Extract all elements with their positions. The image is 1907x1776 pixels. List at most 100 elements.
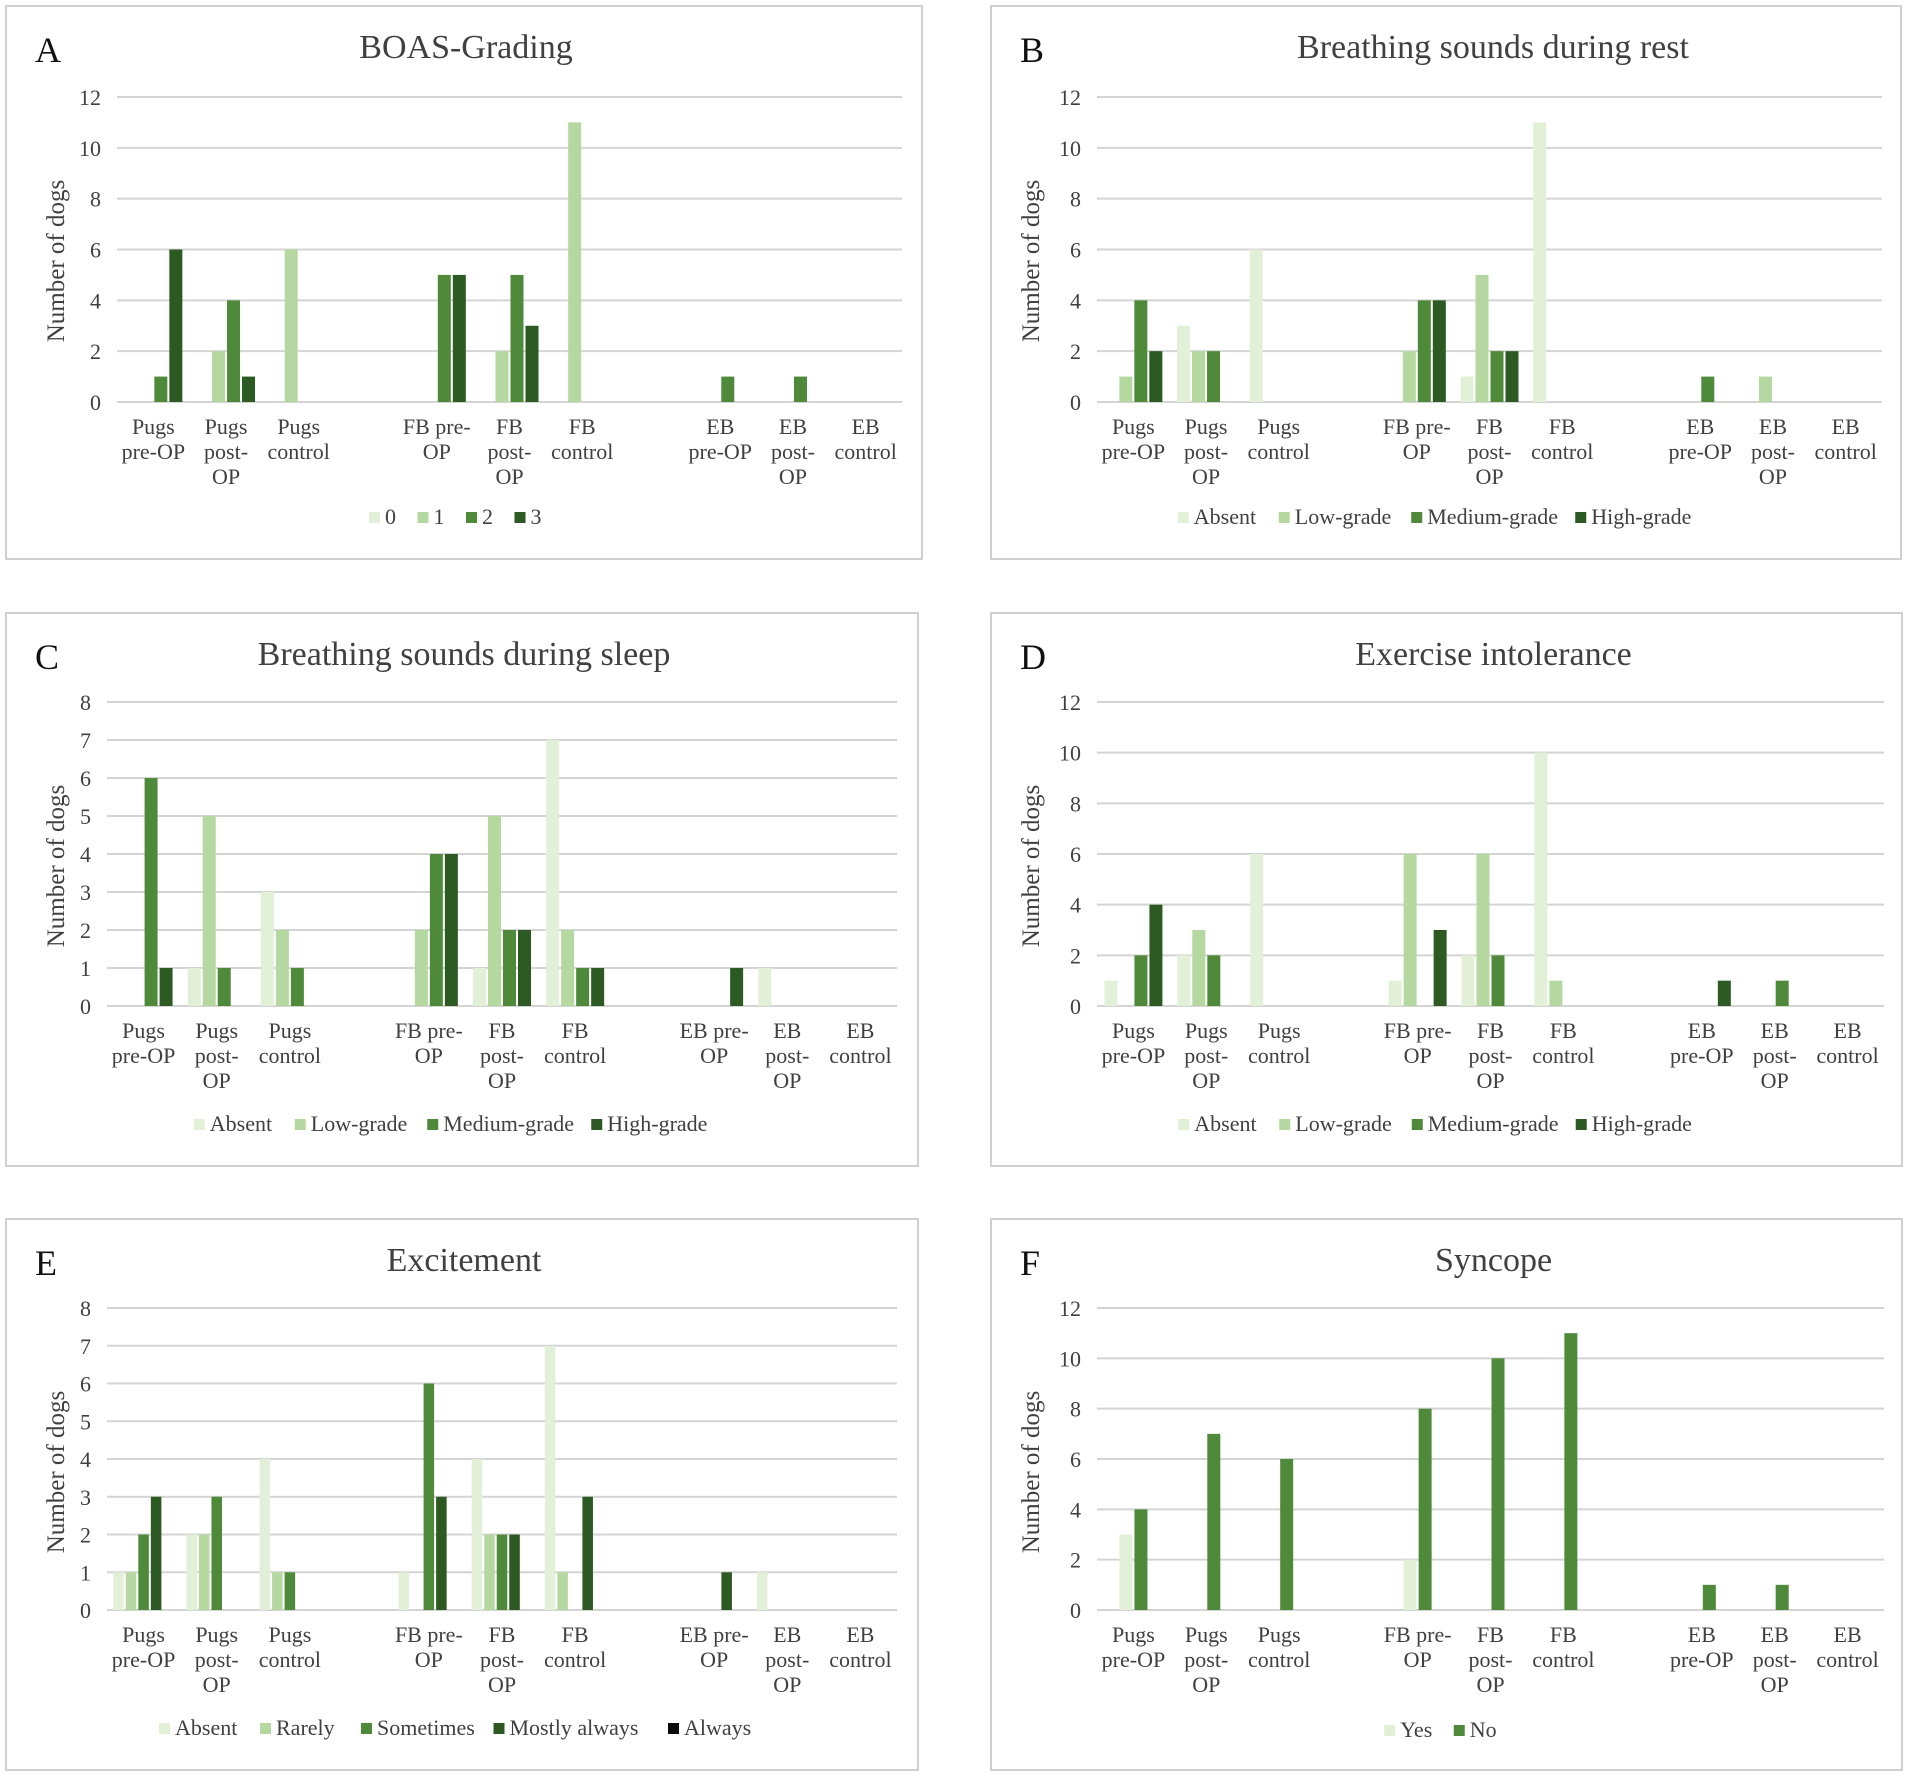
x-tick-label: Pugs pre-OP <box>1102 414 1166 464</box>
x-tick-label: FB control <box>551 414 613 464</box>
y-tick-label: 8 <box>80 1296 91 1321</box>
bar <box>186 1534 197 1610</box>
y-tick-label: 3 <box>80 880 91 905</box>
y-tick-label: 5 <box>80 804 91 829</box>
y-tick-label: 2 <box>80 1523 91 1548</box>
bar <box>1207 955 1221 1006</box>
x-tick-label: Pugs control <box>259 1622 321 1672</box>
legend-label: 2 <box>482 504 493 529</box>
bar <box>591 968 605 1006</box>
bar <box>1475 274 1489 402</box>
legend-swatch <box>369 512 380 523</box>
x-tick-label: EB pre-OP <box>1670 1622 1734 1672</box>
y-tick-label: 8 <box>80 690 91 715</box>
x-tick-label: FB post-OP <box>1469 1018 1513 1093</box>
bar <box>414 930 428 1006</box>
x-tick-label: EB control <box>1814 414 1876 464</box>
bar <box>582 1496 593 1610</box>
x-tick-label: Pugs post-OP <box>204 414 248 489</box>
legend-swatch <box>361 1723 372 1734</box>
x-tick-label: FB post-OP <box>480 1018 524 1093</box>
bar-chart-exercise-intolerance: 0 2 4 6 8 10 12 Pugs pre-OP Pugs post-OP Pugs contro… <box>1059 690 1884 1136</box>
legend-label: 3 <box>531 504 542 529</box>
bar <box>1149 904 1163 1006</box>
bar <box>471 1459 483 1610</box>
legend-swatch <box>466 512 477 523</box>
panel-letter: E <box>35 1243 57 1283</box>
chart-title: Excitement <box>386 1242 542 1279</box>
y-tick-label: 10 <box>79 136 101 161</box>
bar <box>217 968 231 1006</box>
bar <box>1491 1358 1505 1610</box>
y-tick-label: 4 <box>80 1447 91 1472</box>
legend-swatch <box>1411 1119 1423 1130</box>
panel-f: F Syncope Number of dogs 0 2 4 6 8 10 12 Pugs pr… <box>990 1218 1903 1771</box>
bar <box>198 1534 210 1610</box>
legend-label: 0 <box>385 504 396 529</box>
legend-label: No <box>1470 1717 1497 1742</box>
legend-label: Absent <box>175 1715 237 1740</box>
bar <box>125 1572 137 1610</box>
legend-swatch <box>193 1119 205 1130</box>
bar <box>1134 300 1148 402</box>
x-tick-label: EB post-OP <box>1753 1622 1797 1697</box>
bar <box>488 816 501 1006</box>
panel-letter: F <box>1020 1243 1041 1283</box>
bar <box>525 325 539 402</box>
bar <box>758 968 772 1006</box>
x-tick-label: FB post-OP <box>1469 1622 1513 1697</box>
panel-c: C Breathing sounds during sleep Number o… <box>5 612 919 1167</box>
bar <box>1549 980 1563 1006</box>
x-tick-label: FB pre-OP <box>395 1622 463 1672</box>
x-tick-label: EB post-OP <box>771 414 815 489</box>
y-tick-label: 12 <box>1059 690 1081 715</box>
bar <box>138 1534 149 1610</box>
y-tick-label: 10 <box>1059 1346 1081 1371</box>
bar <box>154 376 168 402</box>
legend-label: Mostly always <box>510 1715 639 1740</box>
bar <box>144 778 158 1006</box>
x-tick-label: Pugs pre-OP <box>1102 1018 1166 1068</box>
x-tick-label: EB post-OP <box>1751 414 1795 489</box>
bar <box>211 1496 222 1610</box>
legend-label: Medium-grade <box>443 1111 574 1136</box>
bar <box>1417 300 1431 402</box>
legend-label: High-grade <box>1592 1111 1692 1136</box>
legend-label: Absent <box>1194 504 1256 529</box>
chart-title: Breathing sounds during rest <box>1297 29 1689 66</box>
bar-chart-breathing-sleep: 0 1 2 3 4 5 6 7 8 Pugs pre-OP Pugs post-OP Pugs contro… <box>80 690 897 1136</box>
bar <box>1402 351 1416 402</box>
y-tick-label: 10 <box>1059 136 1081 161</box>
bar-chart-breathing-rest: 0 2 4 6 8 10 12 Pugs pre-OP Pugs post-OP Pugs contro… <box>1059 85 1882 529</box>
y-tick-label: 5 <box>80 1409 91 1434</box>
bar <box>150 1496 162 1610</box>
y-tick-label: 4 <box>1070 288 1081 313</box>
y-tick-label: 0 <box>80 1598 91 1623</box>
y-tick-label: 6 <box>90 238 101 263</box>
bar <box>793 376 807 402</box>
bar <box>1418 1408 1432 1610</box>
legend-swatch <box>417 512 429 523</box>
x-tick-label: Pugs post-OP <box>195 1018 239 1093</box>
bar <box>436 1496 447 1610</box>
y-tick-label: 4 <box>1070 1497 1081 1522</box>
x-tick-label: Pugs post-OP <box>1184 1622 1228 1697</box>
bar <box>1134 955 1148 1006</box>
y-tick-label: 6 <box>80 766 91 791</box>
bar <box>730 968 744 1006</box>
bar <box>275 930 289 1006</box>
x-tick-label: Pugs control <box>268 414 330 464</box>
bar <box>1702 1584 1716 1610</box>
legend-label: 1 <box>434 504 445 529</box>
y-tick-label: 8 <box>1070 1397 1081 1422</box>
y-tick-label: 2 <box>1070 943 1081 968</box>
bar <box>1505 351 1519 402</box>
x-tick-label: Pugs pre-OP <box>1102 1622 1166 1672</box>
chart-title: BOAS-Grading <box>359 29 573 66</box>
chart-title: Exercise intolerance <box>1355 636 1632 673</box>
x-tick-label: FB pre-OP <box>1384 1622 1452 1672</box>
bar <box>113 1572 124 1610</box>
x-tick-label: FB pre-OP <box>395 1018 463 1068</box>
bar <box>259 1459 271 1610</box>
legend-label: Low-grade <box>1295 1111 1392 1136</box>
